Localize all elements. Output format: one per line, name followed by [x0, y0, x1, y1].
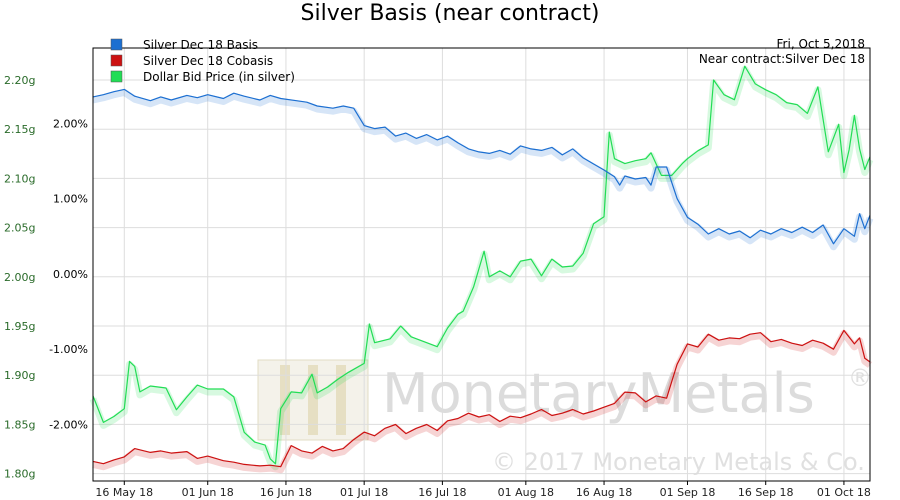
x-tick-label: 16 May 18 — [95, 486, 153, 499]
legend: Silver Dec 18 Basis Silver Dec 18 Cobasis… — [110, 38, 295, 84]
y-pct-tick-label: 1.00% — [53, 193, 88, 206]
x-tick-label: 16 Jul 18 — [418, 486, 466, 499]
grid — [93, 48, 870, 481]
legend-label: Dollar Bid Price (in silver) — [143, 70, 295, 84]
x-tick-label: 01 Sep 18 — [660, 486, 716, 499]
series-line — [92, 329, 871, 468]
y-left-tick-label: 1.95g — [4, 320, 35, 333]
watermark-registered: ® — [848, 364, 872, 392]
legend-swatch — [110, 70, 123, 83]
y-left-tick-label: 2.05g — [4, 222, 35, 235]
y-left-tick-label: 1.85g — [4, 418, 35, 431]
x-tick-label: 01 Jul 18 — [340, 486, 388, 499]
watermark-copyright: © 2017 Monetary Metals & Co. — [492, 448, 865, 476]
x-tick-label: 16 Jun 18 — [260, 486, 312, 499]
plot-frame — [92, 47, 871, 482]
series-glow — [92, 329, 873, 474]
annotation-date: Fri, Oct 5,2018 — [777, 37, 865, 51]
series-line — [92, 88, 871, 245]
legend-label: Silver Dec 18 Basis — [143, 38, 258, 52]
x-tick-label: 16 Sep 18 — [738, 486, 794, 499]
x-tick-label: 01 Aug 18 — [498, 486, 554, 499]
y-left-tick-label: 2.15g — [4, 123, 35, 136]
x-axis: 16 May 18 01 Jun 18 16 Jun 18 01 Jul 18 16 J… — [95, 481, 871, 499]
legend-swatch — [110, 38, 123, 51]
y-pct-tick-label: -1.00% — [49, 343, 88, 356]
series-glow — [89, 65, 874, 471]
y-pct-tick-label: -2.00% — [49, 419, 88, 432]
y-left-tick-label: 2.00g — [4, 271, 35, 284]
left-axis: 2.20g 2.15g 2.10g 2.05g 2.00g 1.95g 1.90g 1.85g… — [4, 74, 35, 481]
percent-axis: 2.00% 1.00% 0.00% -1.00% -2.00% — [49, 117, 88, 431]
legend-swatch — [110, 54, 123, 67]
series-glow — [92, 88, 874, 251]
series-line — [92, 65, 871, 465]
legend-label: Silver Dec 18 Cobasis — [143, 54, 273, 68]
y-left-tick-label: 2.20g — [4, 74, 35, 87]
x-tick-label: 16 Aug 18 — [576, 486, 632, 499]
watermark-name: MonetaryMetals — [382, 362, 815, 425]
y-left-tick-label: 1.80g — [4, 468, 35, 481]
y-left-tick-label: 2.10g — [4, 172, 35, 185]
chart-title: Silver Basis (near contract) — [301, 1, 600, 26]
x-tick-label: 01 Oct 18 — [817, 486, 871, 499]
y-pct-tick-label: 2.00% — [53, 117, 88, 130]
y-pct-tick-label: 0.00% — [53, 268, 88, 281]
x-tick-label: 01 Jun 18 — [182, 486, 234, 499]
annotation-contract: Near contract:Silver Dec 18 — [699, 52, 865, 66]
watermark-logo: MonetaryMetals ® © 2017 Monetary Metals … — [257, 359, 872, 476]
y-left-tick-label: 1.90g — [4, 369, 35, 382]
series-layer — [89, 65, 874, 474]
